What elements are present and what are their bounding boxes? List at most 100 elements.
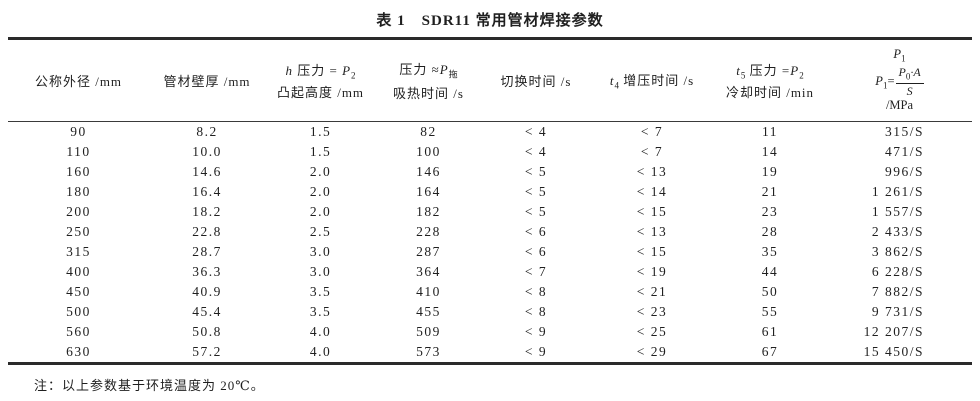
table-cell: 410 [416,284,441,299]
table-cell: 67 [761,344,779,359]
table-cell: 110 [66,144,91,159]
table-cell: 1.5 [309,144,332,159]
table-cell: 2.0 [309,184,332,199]
table-cell: 8.2 [196,124,218,139]
table-cell: < 23 [636,304,668,319]
column-header-heat-soak-time: 压力 ≈P拖 吸热时间 /s [376,38,481,122]
table-cell: 630 [66,344,91,359]
table-cell: < 9 [524,344,548,359]
header-text: 公称外径 /mm [34,74,123,89]
table-cell: 3.5 [309,284,332,299]
table-cell: < 6 [524,244,548,259]
column-header-changeover-time: 切换时间 /s [481,38,591,122]
table-cell: 7 882/S [871,284,924,299]
table-cell: < 4 [524,124,548,139]
table-row: 400 36.3 3.0 364 < 7 < 19 44 6 228/S [8,262,972,282]
table-cell: 6 228/S [871,264,924,279]
table-cell: 315 [66,244,91,259]
column-header-wall-thickness: 管材壁厚 /mm [149,38,265,122]
table-row: 450 40.9 3.5 410 < 8 < 21 50 7 882/S [8,282,972,302]
table-cell: < 5 [524,184,548,199]
table-cell: 287 [416,244,441,259]
table-cell: 82 [420,124,437,139]
fraction: P0·A S [895,65,924,99]
table-cell: 200 [66,204,91,219]
table-cell: 3 862/S [871,244,924,259]
header-row: 公称外径 /mm 管材壁厚 /mm h 压力 = P2 凸起高度 /mm 压力 … [8,38,972,122]
table-cell: < 6 [524,224,548,239]
table-cell: 10.0 [192,144,222,159]
table-cell: < 21 [636,284,668,299]
table-cell: 4.0 [309,344,332,359]
table-cell: < 5 [524,164,548,179]
header-line2: 吸热时间 /s [393,85,464,101]
table-cell: 44 [761,264,779,279]
header-text: 切换时间 /s [500,74,572,89]
header-line1: 压力 ≈P拖 [399,62,458,80]
table-cell: < 7 [640,124,664,139]
table-cell: 50.8 [192,324,222,339]
header-line1: h 压力 = P2 [285,62,356,81]
column-header-nominal-od: 公称外径 /mm [8,38,149,122]
table-cell: 2 433/S [871,224,924,239]
table-cell: 15 450/S [863,344,924,359]
table-cell: 61 [761,324,779,339]
table-cell: 36.3 [192,264,222,279]
table-cell: < 29 [636,344,668,359]
table-cell: 182 [416,204,441,219]
table-row: 250 22.8 2.5 228 < 6 < 13 28 2 433/S [8,222,972,242]
table-cell: < 15 [636,204,668,219]
table-cell: < 7 [524,264,548,279]
column-header-bead-height: h 压力 = P2 凸起高度 /mm [265,38,376,122]
table-cell: < 7 [640,144,664,159]
table-cell: 2.0 [309,164,332,179]
table-cell: 11 [762,124,778,139]
table-cell: < 25 [636,324,668,339]
table-row: 200 18.2 2.0 182 < 5 < 15 23 1 557/S [8,202,972,222]
column-header-pressure-build-time: t4 增压时间 /s [591,38,713,122]
table-cell: 3.0 [309,244,332,259]
table-cell: 500 [66,304,91,319]
table-cell: < 13 [636,164,668,179]
table-cell: 35 [761,244,779,259]
table-cell: 100 [416,144,441,159]
table-cell: 450 [66,284,91,299]
table-cell: 4.0 [309,324,332,339]
table-body: 90 8.2 1.5 82 < 4 < 7 11 315/S 110 10.0 1.5 100 < 4 <… [8,122,972,364]
table-cell: 471/S [884,144,924,159]
table-cell: 1 557/S [871,204,924,219]
p1-formula: P1 P1= P0·A S /MPa [829,47,970,114]
table-cell: < 4 [524,144,548,159]
table-cell: 250 [66,224,91,239]
table-row: 90 8.2 1.5 82 < 4 < 7 11 315/S [8,122,972,143]
table-cell: < 9 [524,324,548,339]
table-footnote: 注：以上参数基于环境温度为 20℃。 [34,378,265,393]
table-cell: 28.7 [192,244,222,259]
welding-parameters-table: 公称外径 /mm 管材壁厚 /mm h 压力 = P2 凸起高度 /mm 压力 … [8,37,972,365]
table-cell: 996/S [884,164,924,179]
table-cell: < 13 [636,224,668,239]
table-cell: 50 [761,284,779,299]
table-cell: 55 [761,304,779,319]
table-cell: 364 [416,264,441,279]
table-cell: 455 [416,304,441,319]
table-cell: 2.0 [309,204,332,219]
table-cell: 509 [416,324,441,339]
table-cell: 3.0 [309,264,332,279]
table-cell: 16.4 [192,184,222,199]
table-row: 500 45.4 3.5 455 < 8 < 23 55 9 731/S [8,302,972,322]
table-cell: 90 [70,124,87,139]
table-cell: 164 [416,184,441,199]
table-row: 110 10.0 1.5 100 < 4 < 7 14 471/S [8,142,972,162]
column-header-cooling-time: t5 压力 =P2 冷却时间 /min [713,38,827,122]
table-cell: 12 207/S [863,324,924,339]
table-title: 表 1 SDR11 常用管材焊接参数 [376,13,604,29]
table-cell: 19 [761,164,779,179]
header-text: 管材壁厚 /mm [163,74,251,89]
table-cell: 40.9 [192,284,222,299]
table-row: 160 14.6 2.0 146 < 5 < 13 19 996/S [8,162,972,182]
table-cell: 315/S [884,124,924,139]
table-cell: 28 [761,224,779,239]
table-cell: < 8 [524,284,548,299]
